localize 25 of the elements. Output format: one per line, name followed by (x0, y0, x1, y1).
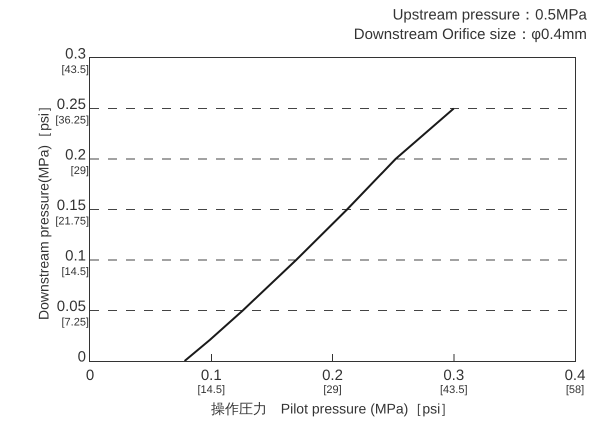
y-tick-label: 0 (78, 348, 86, 366)
x2-tick-label: [29] (323, 384, 342, 396)
y-tick-label: 0.15 (56, 196, 86, 214)
y2-tick-label: [36.25] (55, 114, 89, 126)
x-axis-title: 操作圧力 Pilot pressure (MPa)［psi］ (210, 400, 454, 416)
y2-tick-label: [29] (70, 164, 89, 177)
x-tick-label: 0.2 (322, 367, 343, 384)
x2-tick-label: [43.5] (440, 384, 468, 396)
y-tick-label: 0.3 (65, 45, 86, 62)
y2-tick-label: [14.5] (61, 266, 89, 278)
x-tick-label: 0.1 (200, 367, 222, 384)
x-tick-label: 0.4 (564, 367, 586, 384)
y-tick-label: 0.05 (56, 298, 86, 315)
y2-tick-label: [21.75] (55, 215, 89, 228)
chart-title: Upstream pressure：0.5MPa (392, 6, 588, 24)
y-tick-label: 0.1 (65, 247, 86, 264)
y2-tick-label: [7.25] (61, 316, 89, 328)
y2-tick-label: [43.5] (61, 64, 89, 76)
chart-subtitle: Downstream Orifice size：φ0.4mm (354, 26, 587, 43)
x2-tick-label: [14.5] (197, 384, 226, 396)
x-tick-label: 0.3 (443, 367, 464, 384)
y-tick-label: 0.25 (56, 96, 86, 113)
y-axis-title: Downstream pressure(MPa)［psi］ (35, 99, 52, 320)
y-tick-label: 0.2 (65, 146, 86, 164)
x2-tick-label: [58] (566, 384, 584, 396)
